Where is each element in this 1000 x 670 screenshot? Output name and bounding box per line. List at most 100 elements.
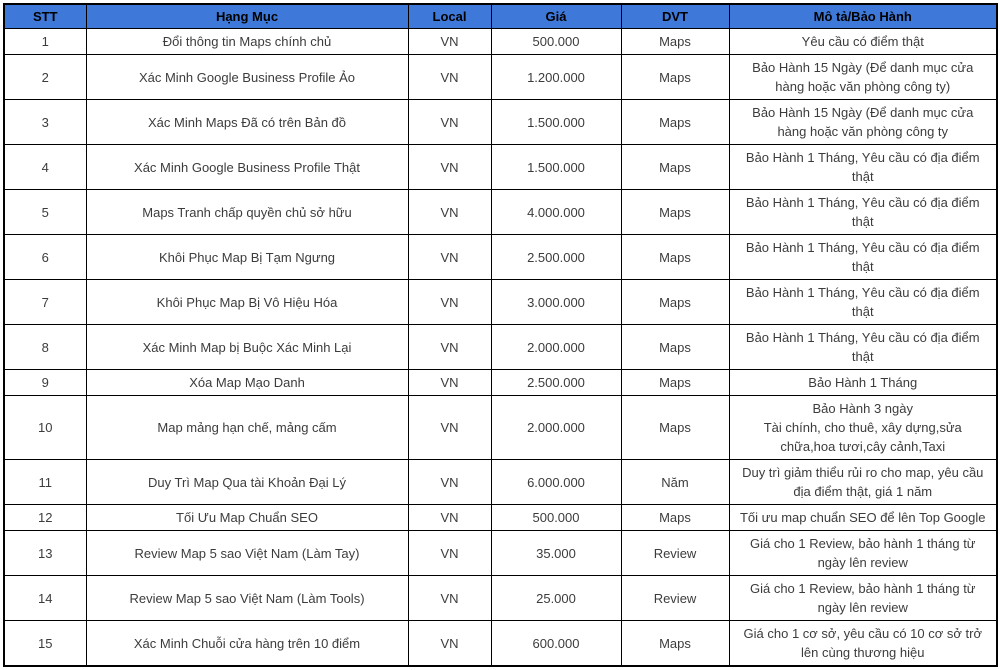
cell-item-name: Đổi thông tin Maps chính chủ xyxy=(85,28,409,55)
cell-local: VN xyxy=(407,234,492,280)
cell-unit: Maps xyxy=(620,279,730,325)
cell-item-name: Map mảng hạn chế, mảng cấm xyxy=(85,395,409,460)
cell-stt: 10 xyxy=(3,395,87,460)
cell-stt: 8 xyxy=(3,324,87,370)
table-row: 12 Tối Ưu Map Chuẩn SEO VN 500.000 Maps … xyxy=(3,504,998,531)
cell-price: 35.000 xyxy=(490,530,622,576)
cell-description: Bảo Hành 1 Tháng xyxy=(728,369,998,396)
cell-price: 2.500.000 xyxy=(490,234,622,280)
cell-price: 2.000.000 xyxy=(490,324,622,370)
table-header-row: STT Hạng Mục Local Giá DVT Mô tả/Bảo Hành xyxy=(3,3,998,29)
cell-item-name: Tối Ưu Map Chuẩn SEO xyxy=(85,504,409,531)
table-row: 1 Đổi thông tin Maps chính chủ VN 500.00… xyxy=(3,28,998,55)
cell-unit: Maps xyxy=(620,234,730,280)
cell-item-name: Xác Minh Maps Đã có trên Bản đồ xyxy=(85,99,409,145)
cell-item-name: Review Map 5 sao Việt Nam (Làm Tay) xyxy=(85,530,409,576)
cell-item-name: Duy Trì Map Qua tài Khoản Đại Lý xyxy=(85,459,409,505)
cell-description: Duy trì giảm thiểu rủi ro cho map, yêu c… xyxy=(728,459,998,505)
table-row: 9 Xóa Map Mạo Danh VN 2.500.000 Maps Bảo… xyxy=(3,369,998,396)
table-row: 14 Review Map 5 sao Việt Nam (Làm Tools)… xyxy=(3,575,998,621)
cell-price: 25.000 xyxy=(490,575,622,621)
cell-local: VN xyxy=(407,279,492,325)
cell-local: VN xyxy=(407,324,492,370)
cell-price: 2.500.000 xyxy=(490,369,622,396)
table-row: 7 Khôi Phục Map Bị Vô Hiệu Hóa VN 3.000.… xyxy=(3,279,998,325)
cell-unit: Năm xyxy=(620,459,730,505)
cell-unit: Maps xyxy=(620,189,730,235)
table-row: 4 Xác Minh Google Business Profile Thật … xyxy=(3,144,998,190)
cell-price: 500.000 xyxy=(490,504,622,531)
cell-stt: 9 xyxy=(3,369,87,396)
column-header-local: Local xyxy=(407,3,492,29)
cell-description: Bảo Hành 1 Tháng, Yêu cầu có địa điểm th… xyxy=(728,234,998,280)
cell-unit: Maps xyxy=(620,395,730,460)
price-table: STT Hạng Mục Local Giá DVT Mô tả/Bảo Hành 1 Đ… xyxy=(3,3,998,667)
cell-local: VN xyxy=(407,54,492,100)
cell-item-name: Review Map 5 sao Việt Nam (Làm Tools) xyxy=(85,575,409,621)
cell-item-name: Xác Minh Map bị Buộc Xác Minh Lại xyxy=(85,324,409,370)
column-header-item: Hạng Mục xyxy=(85,3,409,29)
cell-description: Bảo Hành 1 Tháng, Yêu cầu có địa điểm th… xyxy=(728,189,998,235)
cell-description: Giá cho 1 Review, bảo hành 1 tháng từ ng… xyxy=(728,530,998,576)
cell-local: VN xyxy=(407,395,492,460)
cell-stt: 15 xyxy=(3,620,87,667)
cell-local: VN xyxy=(407,369,492,396)
cell-stt: 2 xyxy=(3,54,87,100)
cell-description: Giá cho 1 cơ sở, yêu cầu có 10 cơ sở trở… xyxy=(728,620,998,667)
cell-stt: 3 xyxy=(3,99,87,145)
cell-unit: Maps xyxy=(620,144,730,190)
cell-description: Bảo Hành 1 Tháng, Yêu cầu có địa điểm th… xyxy=(728,324,998,370)
cell-local: VN xyxy=(407,504,492,531)
cell-price: 4.000.000 xyxy=(490,189,622,235)
cell-stt: 5 xyxy=(3,189,87,235)
table-row: 10 Map mảng hạn chế, mảng cấm VN 2.000.0… xyxy=(3,395,998,460)
cell-local: VN xyxy=(407,530,492,576)
cell-stt: 11 xyxy=(3,459,87,505)
cell-local: VN xyxy=(407,459,492,505)
cell-stt: 6 xyxy=(3,234,87,280)
table-row: 2 Xác Minh Google Business Profile Ảo VN… xyxy=(3,54,998,100)
cell-stt: 7 xyxy=(3,279,87,325)
cell-unit: Maps xyxy=(620,504,730,531)
cell-item-name: Xác Minh Chuỗi cửa hàng trên 10 điểm xyxy=(85,620,409,667)
table-row: 6 Khôi Phục Map Bị Tạm Ngưng VN 2.500.00… xyxy=(3,234,998,280)
cell-price: 500.000 xyxy=(490,28,622,55)
cell-item-name: Maps Tranh chấp quyền chủ sở hữu xyxy=(85,189,409,235)
cell-unit: Maps xyxy=(620,324,730,370)
cell-unit: Maps xyxy=(620,54,730,100)
cell-unit: Review xyxy=(620,575,730,621)
cell-unit: Maps xyxy=(620,369,730,396)
table-row: 3 Xác Minh Maps Đã có trên Bản đồ VN 1.5… xyxy=(3,99,998,145)
table-row: 13 Review Map 5 sao Việt Nam (Làm Tay) V… xyxy=(3,530,998,576)
cell-description: Giá cho 1 Review, bảo hành 1 tháng từ ng… xyxy=(728,575,998,621)
cell-local: VN xyxy=(407,28,492,55)
cell-description: Bảo Hành 1 Tháng, Yêu cầu có địa điểm th… xyxy=(728,279,998,325)
cell-local: VN xyxy=(407,144,492,190)
cell-stt: 13 xyxy=(3,530,87,576)
cell-description: Bảo Hành 1 Tháng, Yêu cầu có địa điểm th… xyxy=(728,144,998,190)
cell-stt: 1 xyxy=(3,28,87,55)
cell-item-name: Khôi Phục Map Bị Tạm Ngưng xyxy=(85,234,409,280)
cell-local: VN xyxy=(407,575,492,621)
cell-item-name: Xóa Map Mạo Danh xyxy=(85,369,409,396)
cell-price: 6.000.000 xyxy=(490,459,622,505)
cell-stt: 12 xyxy=(3,504,87,531)
table-row: 8 Xác Minh Map bị Buộc Xác Minh Lại VN 2… xyxy=(3,324,998,370)
cell-unit: Maps xyxy=(620,620,730,667)
cell-item-name: Khôi Phục Map Bị Vô Hiệu Hóa xyxy=(85,279,409,325)
cell-description: Tối ưu map chuẩn SEO để lên Top Google xyxy=(728,504,998,531)
cell-local: VN xyxy=(407,620,492,667)
table-row: 11 Duy Trì Map Qua tài Khoản Đại Lý VN 6… xyxy=(3,459,998,505)
column-header-desc: Mô tả/Bảo Hành xyxy=(728,3,998,29)
cell-unit: Maps xyxy=(620,99,730,145)
table-row: 5 Maps Tranh chấp quyền chủ sở hữu VN 4.… xyxy=(3,189,998,235)
table-row: 15 Xác Minh Chuỗi cửa hàng trên 10 điểm … xyxy=(3,620,998,667)
cell-price: 600.000 xyxy=(490,620,622,667)
cell-price: 1.500.000 xyxy=(490,99,622,145)
cell-stt: 4 xyxy=(3,144,87,190)
cell-stt: 14 xyxy=(3,575,87,621)
cell-price: 1.500.000 xyxy=(490,144,622,190)
column-header-stt: STT xyxy=(3,3,87,29)
cell-price: 1.200.000 xyxy=(490,54,622,100)
cell-local: VN xyxy=(407,189,492,235)
